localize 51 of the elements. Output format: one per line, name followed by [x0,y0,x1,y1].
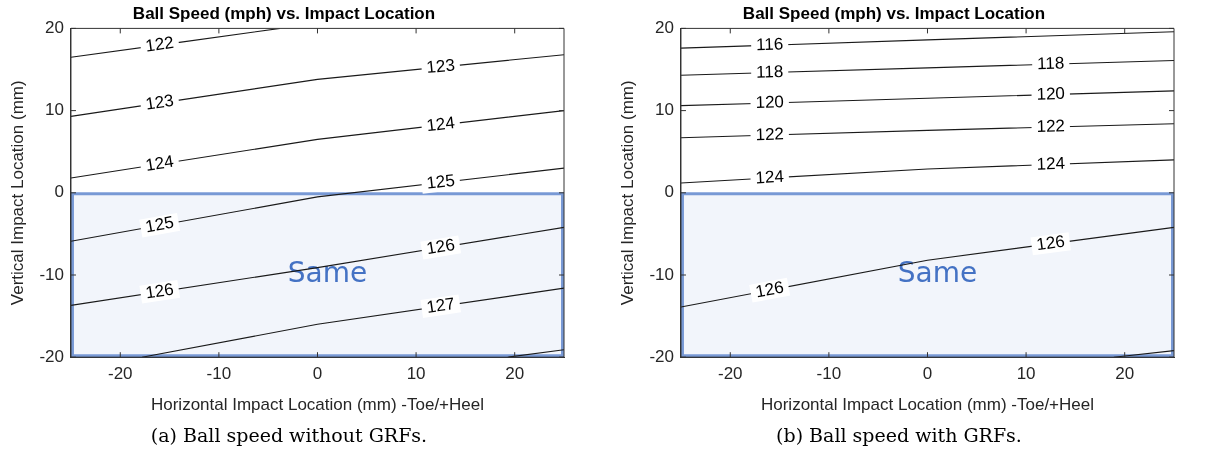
x-tick-label: -20 [717,364,743,384]
x-tick-label: 10 [406,364,426,384]
text: (a) Ball speed without GRFs. [149,424,429,446]
y-tick-label: 0 [664,182,674,202]
text: 123 [425,55,456,78]
y-tick-label: -10 [649,264,674,284]
y-tick-label: -20 [649,346,674,366]
series-label: 124 [754,166,785,188]
series-label: 116 [755,34,784,55]
text: 122 [1036,116,1066,137]
series-label: 122 [755,124,785,145]
chart-title: Ball Speed (mph) vs. Impact Location [742,3,1046,23]
text: 126 [753,277,786,302]
y-axis-title: Vertical Impact Location (mm) [7,80,27,306]
x-tick-label: 20 [1115,364,1135,384]
y-tick-label: -10 [39,264,64,284]
x-tick-label: -10 [206,364,232,384]
x-tick-label: -20 [107,364,133,384]
y-tick-label: 20 [655,18,674,38]
text: 125 [425,170,456,193]
text: (b) Ball speed with GRFs. [775,424,1023,446]
text: 124 [425,113,456,136]
y-tick-label: 10 [655,100,674,120]
y-tick-label: -20 [39,346,64,366]
x-tick-label: -10 [816,364,842,384]
text: 126 [144,279,176,303]
series-label: 120 [1036,83,1066,104]
text: 124 [1036,153,1066,174]
band-label: Same [897,256,978,290]
y-axis-title: Vertical Impact Location (mm) [617,80,637,306]
text: 122 [144,32,175,56]
y-tick-label: 10 [45,100,64,120]
text: 120 [755,92,785,113]
text: 126 [1035,231,1066,255]
series-label: 118 [755,61,784,82]
band-label: Same [287,256,368,290]
x-tick-label: 0 [312,364,323,384]
x-tick-label: 20 [505,364,525,384]
x-axis-title: Horizontal Impact Location (mm) -Toe/+Heel [760,395,1095,415]
text: 118 [1036,53,1065,74]
text: 123 [144,90,176,114]
text: 124 [144,151,176,175]
x-tick-label: 10 [1016,364,1036,384]
text: 127 [425,293,457,317]
y-tick-label: 20 [45,18,64,38]
x-axis-title: Horizontal Impact Location (mm) -Toe/+Heel [150,395,485,415]
x-tick-label: 0 [922,364,933,384]
y-tick-label: 0 [54,182,64,202]
chart-title: Ball Speed (mph) vs. Impact Location [132,3,436,23]
text: 125 [143,212,176,237]
text: 126 [425,235,457,259]
